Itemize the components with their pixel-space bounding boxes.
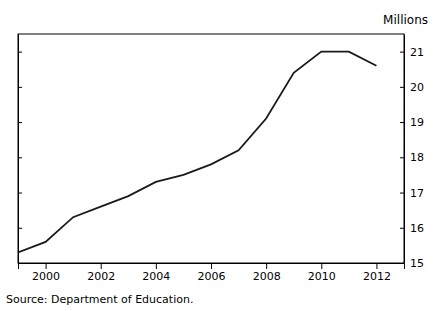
tick-label: 21 [410, 46, 424, 59]
tick: 16 [400, 222, 424, 235]
tick: 2004 [142, 263, 170, 283]
axis-domain [18, 35, 19, 264]
tick-mark [400, 193, 404, 194]
tick-label: 2002 [87, 270, 115, 283]
tick: 18 [400, 151, 424, 164]
tick: 17 [400, 187, 424, 200]
tick: 2012 [363, 263, 391, 283]
tick-mark [156, 263, 157, 269]
tick: 2000 [32, 263, 60, 283]
tick-mark [46, 263, 47, 269]
tick-label: 2012 [363, 270, 391, 283]
tick-mark [400, 87, 404, 88]
tick-label: 18 [410, 151, 424, 164]
tick-mark [321, 263, 322, 269]
tick: 2008 [253, 263, 281, 283]
tick: 15 [400, 257, 424, 270]
tick-mark [400, 122, 404, 123]
tick-label: 2010 [308, 270, 336, 283]
tick [18, 87, 22, 88]
data-line [18, 52, 376, 253]
tick [18, 52, 22, 53]
tick-mark [400, 263, 404, 264]
tick-mark [18, 122, 22, 123]
tick-mark [400, 157, 404, 158]
tick-label: 19 [410, 116, 424, 129]
tick-label: 17 [410, 187, 424, 200]
x-axis: 2000 2002 2004 2006 2008 2010 2012 [19, 263, 405, 283]
tick [18, 193, 22, 194]
tick: 2002 [87, 263, 115, 283]
tick-mark [266, 263, 267, 269]
plot-area: 2000 2002 2004 2006 2008 2010 2012 15 16 17 18 19 20… [18, 34, 424, 283]
tick: 21 [400, 46, 424, 59]
tick [18, 122, 22, 123]
tick-label: 16 [410, 222, 424, 235]
tick-mark [18, 193, 22, 194]
tick-label: 15 [410, 257, 424, 270]
tick [18, 228, 22, 229]
tick-mark [18, 87, 22, 88]
tick [18, 263, 22, 264]
tick [18, 157, 22, 158]
tick: 19 [400, 116, 424, 129]
plot-frame [18, 34, 404, 263]
axis-domain [19, 264, 405, 270]
tick: 20 [400, 81, 424, 94]
y-axis-right: 15 16 17 18 19 20 21 [400, 35, 424, 271]
tick-label: 20 [410, 81, 424, 94]
chart-svg: 2000 2002 2004 2006 2008 2010 2012 15 16 17 18 19 20… [0, 0, 446, 311]
tick-mark [18, 157, 22, 158]
tick-mark [18, 52, 22, 53]
axis-domain [404, 35, 405, 264]
tick-mark [18, 263, 22, 264]
tick: 2010 [308, 263, 336, 283]
tick-label: 2000 [32, 270, 60, 283]
tick-label: 2008 [253, 270, 281, 283]
tick-label: 2004 [142, 270, 170, 283]
tick-label: 2006 [198, 270, 226, 283]
annotation: Source: Department of Education. [6, 293, 193, 306]
y-axis-label: Millions [383, 13, 428, 27]
tick-mark [376, 263, 377, 269]
tick-mark [211, 263, 212, 269]
y-axis-left [18, 35, 22, 264]
tick-mark [400, 52, 404, 53]
tick: 2006 [198, 263, 226, 283]
marks [18, 52, 376, 253]
tick-mark [400, 228, 404, 229]
tick-mark [101, 263, 102, 269]
tick-mark [18, 228, 22, 229]
